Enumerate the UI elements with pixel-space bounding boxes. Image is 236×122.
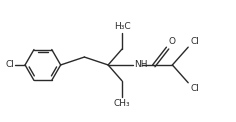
Text: CH₃: CH₃ (114, 99, 130, 108)
Text: Cl: Cl (190, 84, 199, 93)
Text: H₃C: H₃C (114, 22, 130, 31)
Text: Cl: Cl (190, 37, 199, 46)
Text: NH: NH (134, 61, 147, 69)
Text: O: O (169, 37, 175, 46)
Text: Cl: Cl (5, 61, 14, 69)
